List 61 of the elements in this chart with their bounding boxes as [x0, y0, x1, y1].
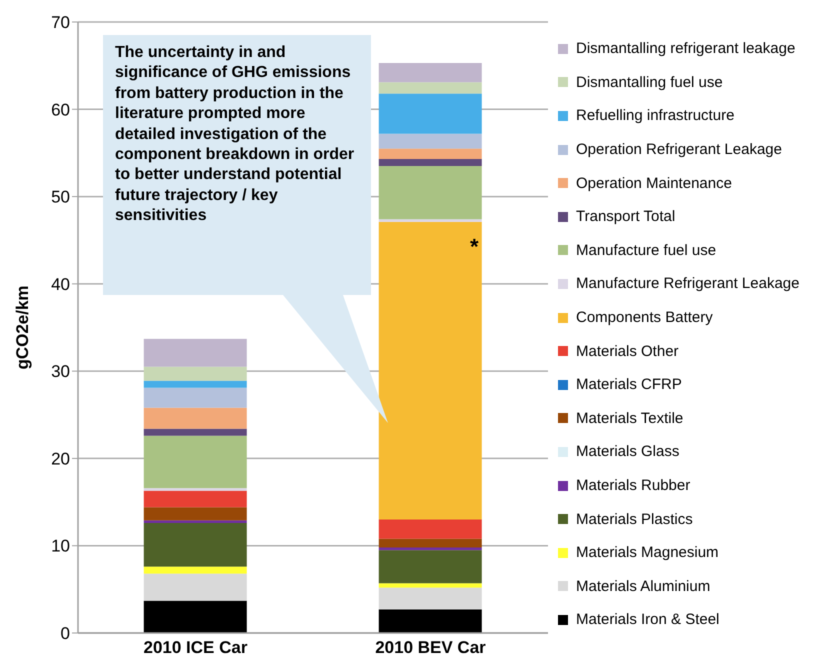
legend-label: Refuelling infrastructure [576, 107, 734, 124]
bar [378, 219, 482, 222]
bar [144, 380, 247, 388]
bar [144, 428, 247, 436]
bar [144, 600, 247, 633]
bar [378, 166, 482, 220]
bar [144, 574, 247, 601]
bar [378, 538, 482, 548]
legend-label: Materials Plastics [576, 510, 693, 528]
bar [378, 63, 482, 82]
bar [378, 583, 482, 588]
bar [144, 408, 247, 429]
annotation: * [470, 234, 479, 260]
bar [144, 338, 247, 367]
bar [144, 488, 247, 491]
bar [378, 609, 482, 633]
bar [144, 366, 247, 381]
legend-label: Materials CFRP [576, 376, 682, 394]
legend-label: Materials Iron & Steel [576, 611, 720, 628]
bar [378, 159, 482, 166]
bar [144, 490, 247, 508]
bar [378, 520, 482, 539]
y-tick-label: 20 [51, 449, 70, 468]
x-tick-label: 2010 BEV Car [375, 638, 486, 658]
legend-label: Operation Maintenance [576, 174, 732, 192]
legend-label: Materials Magnesium [576, 544, 719, 562]
y-axis-title: gCO2e/km [13, 285, 32, 370]
bar [378, 550, 482, 584]
x-tick-label: 2010 ICE Car [144, 638, 248, 658]
legend-label: Components Battery [576, 309, 713, 326]
legend-label: Manufacture fuel use [576, 242, 716, 259]
bar [378, 148, 482, 160]
legend-label: Materials Glass [576, 443, 680, 460]
y-tick-label: 10 [51, 536, 70, 556]
bar [144, 520, 247, 524]
bar [144, 523, 247, 567]
y-tick-label: 60 [51, 100, 70, 120]
legend-label: Manufacture Refrigerant Leakage [576, 275, 800, 292]
bar [144, 566, 247, 574]
legend-label: Dismantalling refrigerant leakage [576, 40, 796, 58]
legend-label: Materials Rubber [576, 477, 690, 494]
legend-label: Materials Textile [576, 410, 684, 427]
legend-label: Materials Aluminium [576, 578, 710, 595]
y-tick-label: 70 [51, 13, 70, 32]
bar [378, 82, 482, 94]
y-tick-label: 0 [60, 624, 70, 644]
bar [144, 388, 247, 408]
bar [378, 588, 482, 610]
legend-label: Dismantalling fuel use [576, 74, 723, 91]
y-tick-label: 50 [51, 188, 70, 207]
legend-label: Operation Refrigerant Leakage [576, 141, 782, 158]
legend-label: Materials Other [576, 342, 679, 360]
bar [378, 547, 482, 550]
bar [378, 134, 482, 149]
bar [378, 94, 482, 134]
bar [144, 507, 247, 520]
y-tick-label: 30 [51, 362, 70, 382]
y-tick-label: 40 [51, 274, 70, 294]
text: The uncertainty in and significance of GHG emissions from battery production in the literature prompted more detailed investigation of the component breakdown in order to better understand potential future trajectory / key sensitivities [115, 44, 354, 224]
bar [144, 436, 247, 488]
legend-label: Transport Total [576, 208, 676, 226]
